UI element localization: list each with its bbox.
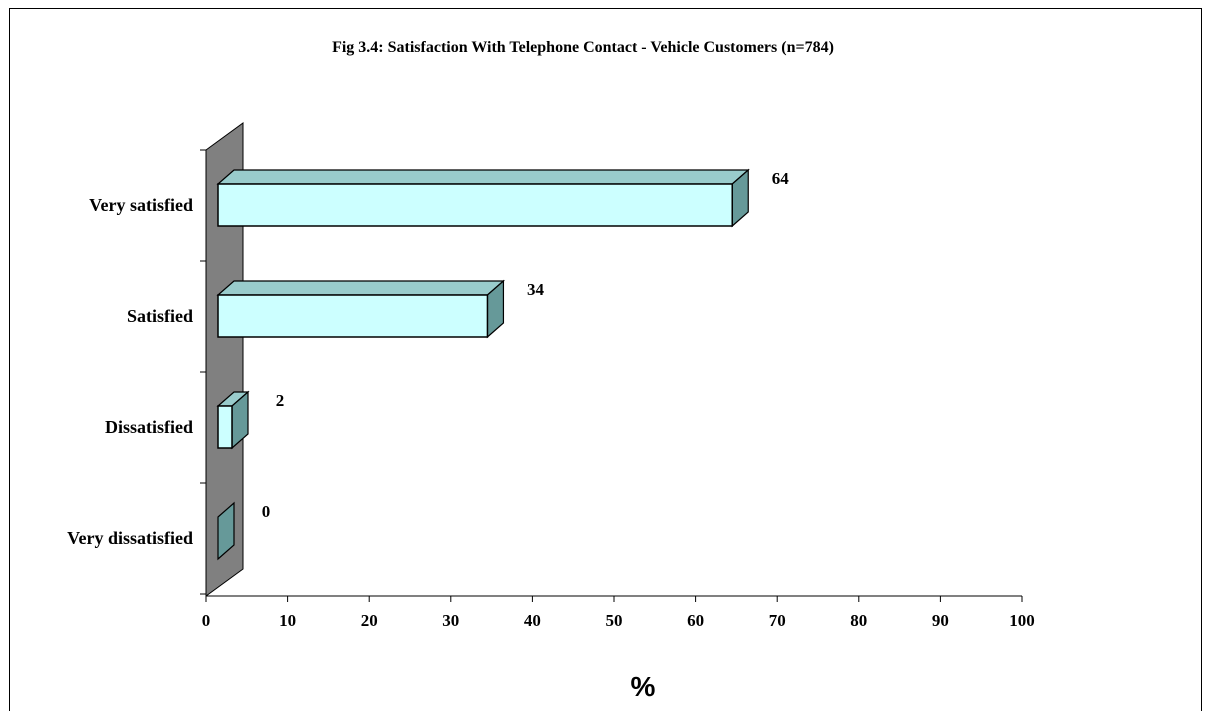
x-tick-label: 40: [524, 611, 541, 630]
data-label: 34: [527, 280, 545, 299]
data-label: 2: [276, 391, 285, 410]
x-tick-label: 10: [279, 611, 296, 630]
bar: [217, 405, 233, 449]
bar: [217, 294, 489, 338]
x-tick-label: 70: [769, 611, 786, 630]
axes: 0 10 20 30 40 50 60 70 80 90 100: [200, 149, 1035, 630]
category-label: Very dissatisfied: [67, 528, 193, 548]
category-label: Very satisfied: [89, 195, 193, 215]
bars: [216, 168, 750, 561]
x-tick-label: 80: [850, 611, 867, 630]
bar-top-face: [216, 280, 506, 296]
data-label: 0: [262, 502, 271, 521]
data-label: 64: [772, 169, 790, 188]
x-tick-label: 90: [932, 611, 949, 630]
bar-top-face: [216, 169, 750, 185]
category-label: Satisfied: [127, 306, 193, 326]
x-tick-label: 0: [202, 611, 211, 630]
bar: [217, 501, 235, 561]
x-tick-label: 30: [442, 611, 459, 630]
labels: Very satisfied 64 Satisfied 34 Dissatisfied 2…: [67, 169, 789, 548]
x-tick-label: 50: [606, 611, 623, 630]
x-tick-label: 100: [1009, 611, 1035, 630]
x-tick-label: 60: [687, 611, 704, 630]
x-tick-label: 20: [361, 611, 378, 630]
bar: [217, 183, 733, 227]
category-label: Dissatisfied: [105, 417, 193, 437]
chart-title: Fig 3.4: Satisfaction With Telephone Con…: [332, 39, 834, 56]
x-axis-label: %: [631, 671, 656, 702]
